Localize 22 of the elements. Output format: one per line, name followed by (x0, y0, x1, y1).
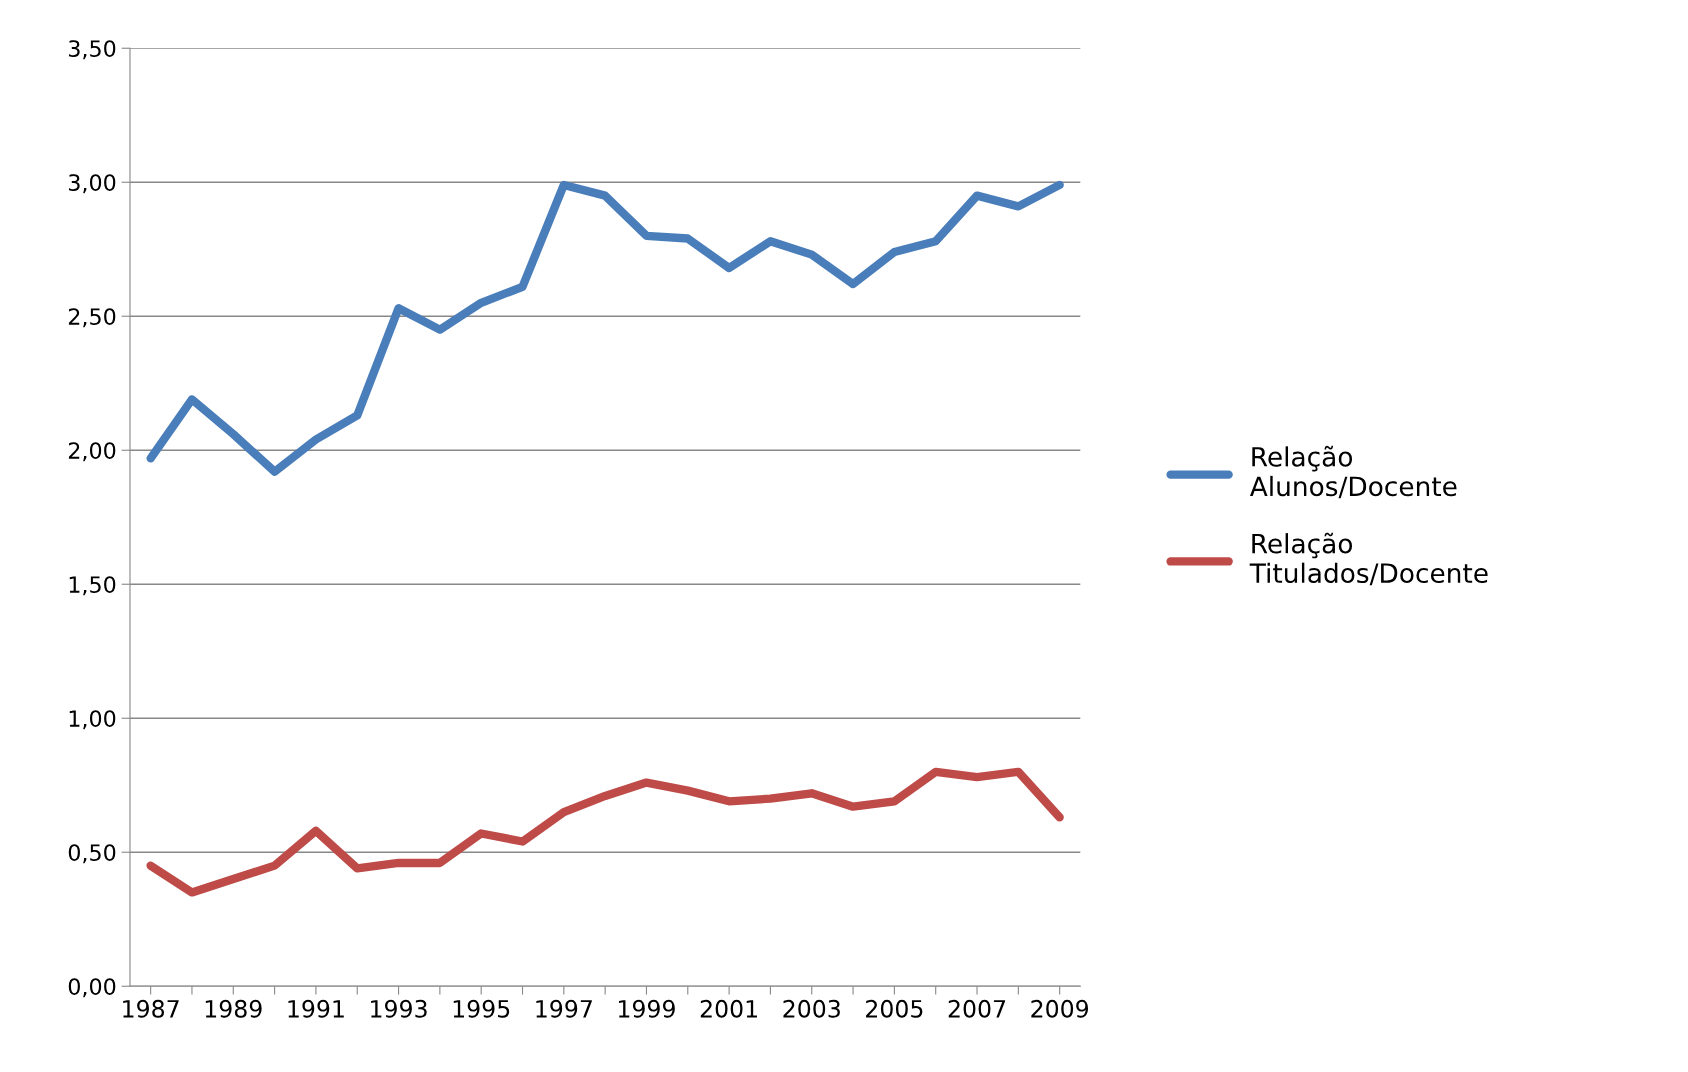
x-tick-label: 2007 (948, 999, 1006, 1018)
x-tick-label: 1999 (619, 999, 675, 1018)
x-tick-label: 1993 (371, 999, 427, 1018)
x-tick-label: 1995 (453, 999, 510, 1018)
y-tick-label: 1,50 (69, 576, 116, 596)
legend-label: Relação Titulados/Docente (1249, 532, 1488, 586)
x-tick-label: 1997 (536, 999, 592, 1018)
y-tick-label: 0,00 (68, 978, 116, 998)
x-tick-label: 2009 (1031, 999, 1089, 1018)
y-tick-label: 1,00 (69, 710, 116, 730)
x-tick-label: 2001 (700, 999, 757, 1018)
y-tick-label: 2,50 (68, 308, 116, 328)
x-tick-label: 1991 (288, 999, 344, 1018)
y-tick-label: 3,50 (69, 40, 116, 60)
legend-label: Relação Alunos/Docente (1249, 445, 1457, 499)
x-tick-label: 1987 (123, 999, 179, 1018)
y-tick-label: 3,00 (69, 174, 116, 194)
x-tick-label: 2003 (783, 999, 840, 1018)
x-tick-label: 1989 (205, 999, 262, 1018)
y-tick-label: 0,50 (68, 844, 116, 864)
y-tick-label: 2,00 (68, 442, 116, 462)
x-tick-label: 2005 (866, 999, 923, 1018)
